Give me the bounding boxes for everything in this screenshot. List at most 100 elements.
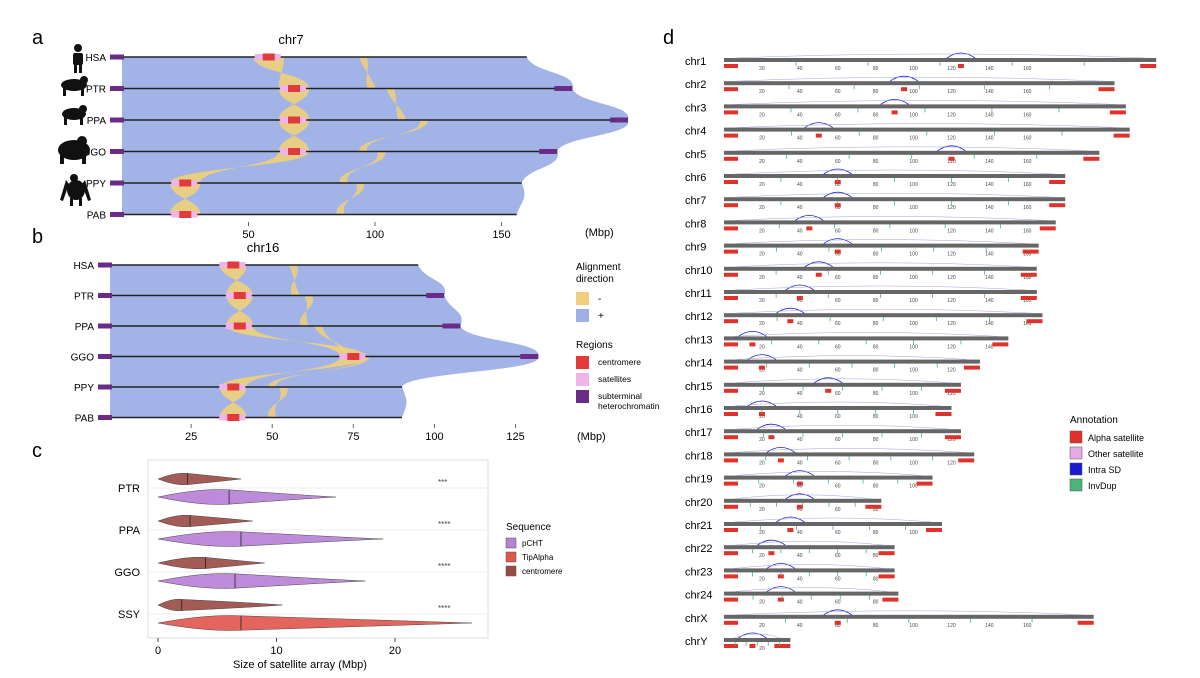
- alpha-satellite-mark: [724, 504, 738, 509]
- chromosome-tick-label: 20: [759, 205, 765, 211]
- legend-item-label: Intra SD: [1088, 465, 1122, 475]
- alpha-satellite-mark: [749, 644, 756, 648]
- intra-sd-arc: [733, 540, 885, 546]
- intra-sd-arc: [733, 332, 999, 337]
- chromosome-bar: [724, 290, 1037, 294]
- chromosome-bar: [724, 336, 1009, 341]
- panel-a-label: a: [32, 27, 44, 49]
- human-silhouette-icon: [73, 44, 83, 73]
- intra-sd-arc: [733, 192, 1056, 198]
- legend-item-label: +: [598, 311, 604, 322]
- alpha-satellite-mark: [724, 180, 738, 184]
- chromosome-tick-label: 60: [835, 344, 841, 350]
- chromosome-tick-label: 80: [873, 623, 879, 629]
- chromosome-label: chr16: [685, 404, 713, 416]
- violin-centromere: [157, 514, 253, 528]
- ribbon-forward: [122, 183, 525, 215]
- intra-sd-arc: [733, 100, 1116, 105]
- alpha-satellite-mark: [724, 133, 738, 138]
- intra-sd-arc: [733, 355, 970, 360]
- chromosome-tick-label: 20: [759, 252, 765, 258]
- chromosome-tick-label: 100: [909, 159, 918, 165]
- chromosome-tick-label: 80: [873, 437, 879, 443]
- chromosome-tick-label: 60: [835, 89, 841, 95]
- legend-title: Sequence: [506, 522, 551, 533]
- alpha-satellite-mark: [825, 388, 832, 393]
- panel-d-legend: Annotation Alpha satellite Other satellite…: [1069, 415, 1144, 492]
- chromosome-label: chr13: [685, 334, 713, 346]
- chromosome-tick-label: 20: [759, 553, 765, 559]
- panel-b-title: chr16: [247, 240, 280, 255]
- heterochromatin-region: [110, 149, 124, 154]
- intra-sd-arc: [733, 285, 1027, 291]
- axis-tick-label: 125: [506, 431, 524, 443]
- alpha-satellite-mark: [796, 296, 803, 300]
- chromosome-tick-label: 80: [873, 275, 879, 281]
- centromere-region: [179, 179, 192, 187]
- intra-sd-arc: [733, 471, 923, 476]
- heterochromatin-region: [554, 86, 573, 91]
- chromosome-tick-label: 80: [873, 112, 879, 118]
- significance-label: ***: [438, 478, 447, 487]
- chromosome-tick-label: 40: [797, 66, 803, 72]
- chromosome-tick-label: 20: [759, 437, 765, 443]
- chromosome-bar: [724, 266, 1037, 271]
- species-label: HSA: [73, 261, 94, 272]
- alpha-satellite-mark: [724, 272, 738, 277]
- legend-item-label: centromere: [522, 567, 563, 576]
- alpha-satellite-mark: [944, 435, 961, 440]
- intra-sd-arc: [733, 308, 1033, 314]
- centromere-region: [233, 292, 246, 299]
- ribbon-inverted: [339, 151, 386, 183]
- violin-centromere: [157, 598, 283, 612]
- chromosome-bar: [724, 243, 1039, 248]
- alpha-satellite-mark: [963, 365, 980, 370]
- chromosome-tick-label: 20: [759, 344, 765, 350]
- intra-sd-arc: [733, 448, 965, 453]
- ribbon-inverted: [170, 151, 310, 183]
- violin-pCHT: [157, 573, 366, 589]
- chromosome-tick-label: 60: [835, 623, 841, 629]
- chromosome-label: chrX: [685, 613, 708, 625]
- chromosome-tick-label: 120: [947, 159, 956, 165]
- chromosome-bar: [724, 452, 975, 457]
- chromosome-tick-label: 160: [1023, 136, 1032, 142]
- ribbon-inverted: [220, 356, 367, 387]
- chromosome-label: chr10: [685, 265, 713, 277]
- heterochromatin-region: [98, 384, 112, 390]
- axis-tick-label: 50: [242, 229, 254, 241]
- intra-sd-arc: [785, 284, 815, 291]
- alpha-satellite-mark: [724, 620, 738, 625]
- legend-item-label: satellites: [598, 374, 631, 384]
- ribbon-inverted: [386, 88, 407, 120]
- intra-sd-arc: [880, 99, 909, 105]
- chromosome-tick-label: 60: [835, 600, 841, 606]
- intra-sd-arc: [733, 239, 1029, 244]
- chromosome-tick-label: 140: [985, 344, 994, 350]
- centromere-region: [288, 85, 301, 92]
- chromosome-tick-label: 140: [985, 66, 994, 72]
- legend-title: Annotation: [1070, 415, 1118, 426]
- legend-title: Alignment: [576, 262, 621, 273]
- chromosome-bar: [724, 614, 1094, 619]
- intra-sd-arc: [733, 378, 951, 384]
- chromosome-tick-label: 140: [985, 112, 994, 118]
- alpha-satellite-mark: [724, 574, 738, 579]
- intra-sd-arc: [733, 610, 1084, 616]
- chromosome-label: chr4: [685, 126, 706, 138]
- axis-tick-label: 50: [266, 431, 278, 443]
- heterochromatin-region: [110, 117, 124, 123]
- alpha-satellite-mark: [1109, 110, 1126, 115]
- chromosome-tick-label: 80: [873, 600, 879, 606]
- chromosome-tick-label: 40: [797, 205, 803, 211]
- alpha-satellite-mark: [1039, 226, 1056, 231]
- chromosome-tick-label: 80: [873, 182, 879, 188]
- alpha-satellite-mark: [916, 481, 933, 486]
- alpha-satellite-mark: [724, 249, 738, 254]
- significance-label: ****: [438, 604, 450, 613]
- heterochromatin-region: [110, 180, 124, 186]
- chromosome-label: chr15: [685, 381, 713, 393]
- chromosome-tick-label: 40: [797, 600, 803, 606]
- intra-sd-arc: [823, 609, 852, 616]
